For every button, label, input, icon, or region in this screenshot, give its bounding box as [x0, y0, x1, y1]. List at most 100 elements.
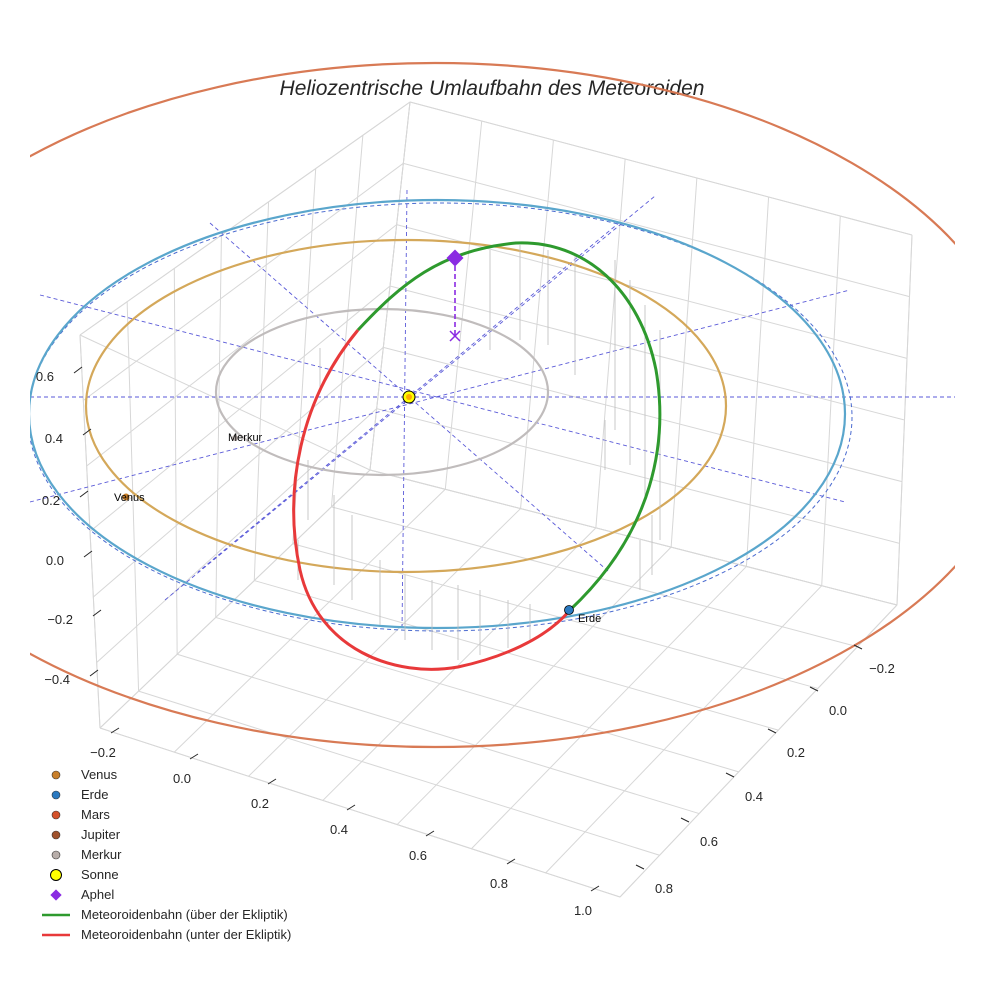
legend-label: Erde [81, 787, 108, 802]
legend-marker [51, 790, 61, 800]
y-tick-mark [725, 772, 735, 778]
x-tick-mark [425, 830, 435, 837]
grid-line [619, 604, 898, 898]
chart-title: Heliozentrische Umlaufbahn des Meteoroid… [280, 77, 705, 100]
y-tick-label: 0.4 [745, 789, 763, 804]
z-tick-mark [73, 366, 83, 374]
x-tick-mark [110, 727, 120, 734]
earth-orbit [30, 198, 846, 630]
x-tick-label: 1.0 [574, 903, 592, 918]
venus-orbit [84, 238, 728, 574]
grid-line [254, 580, 779, 731]
x-tick-mark [267, 778, 277, 785]
legend-item-merkur: Merkur [51, 847, 122, 862]
legend-marker [51, 770, 61, 780]
y-tick-label: 0.0 [829, 703, 847, 718]
x-tick-label: −0.2 [90, 745, 116, 760]
z-tick-label: 0.6 [36, 369, 54, 384]
x-tick-label: 0.0 [173, 771, 191, 786]
x-tick-label: 0.6 [409, 848, 427, 863]
legend-label: Meteoroidenbahn (über der Ekliptik) [81, 907, 288, 922]
z-tick-label: 0.4 [45, 431, 63, 446]
z-tick-mark [83, 550, 93, 558]
legend-label: Aphel [81, 887, 114, 902]
aphel-marker [446, 249, 464, 267]
y-tick-mark [809, 686, 819, 692]
venus-label: Venus [114, 492, 145, 504]
x-tick-mark [189, 753, 199, 760]
legend-marker [50, 889, 62, 901]
grid-line [93, 346, 384, 598]
x-tick-mark [506, 858, 516, 865]
legend: Venus Erde Mars Jupiter Merkur Sonne Aphel Mete… [42, 767, 291, 942]
y-tick-label: 0.2 [787, 745, 805, 760]
z-tick-label: 0.0 [46, 553, 64, 568]
grid-line [89, 285, 391, 532]
earth-orbit-projection [30, 202, 853, 632]
legend-label: Venus [81, 767, 118, 782]
legend-marker [50, 869, 62, 881]
grid-line [176, 653, 700, 815]
legend-item-aphel: Aphel [50, 887, 114, 902]
grid-line [96, 408, 378, 663]
reference-line [30, 289, 851, 503]
grid-line [86, 224, 397, 467]
venus-marker [122, 493, 130, 501]
grid-line [99, 727, 621, 898]
legend-item-sonne: Sonne [50, 867, 119, 882]
legend-marker [51, 850, 61, 860]
grid-line [376, 408, 900, 544]
mercury-orbit [214, 307, 550, 477]
legend-item-venus: Venus [51, 767, 118, 782]
legend-item-above: Meteoroidenbahn (über der Ekliptik) [42, 907, 288, 922]
grid-line [138, 690, 660, 856]
y-tick-mark [853, 644, 863, 650]
mercury-marker [232, 435, 238, 441]
x-tick-label: 0.2 [251, 796, 269, 811]
grid-panes [79, 101, 913, 898]
z-tick-mark [89, 669, 99, 677]
meteoroid-orbit-above [356, 241, 662, 612]
meteoroid-orbit-below [292, 329, 572, 671]
legend-item-jupiter: Jupiter [51, 827, 121, 842]
x-tick-mark [590, 885, 600, 892]
legend-label: Merkur [81, 847, 122, 862]
legend-marker [51, 810, 61, 820]
earth-label: Erde [578, 613, 601, 625]
x-tick-label: 0.8 [490, 876, 508, 891]
mercury-label: Merkur [228, 432, 263, 444]
z-tick-label: 0.2 [42, 493, 60, 508]
grid-line [322, 527, 597, 801]
y-tick-label: 0.6 [700, 834, 718, 849]
legend-label: Meteoroidenbahn (unter der Ekliptik) [81, 927, 291, 942]
grid-line [409, 101, 913, 236]
z-tick-mark [82, 428, 92, 436]
z-tick-mark [92, 609, 102, 617]
x-tick-label: 0.4 [330, 822, 348, 837]
z-tick-mark [79, 490, 89, 498]
reference-line [401, 189, 408, 631]
legend-item-below: Meteoroidenbahn (unter der Ekliptik) [42, 927, 291, 942]
legend-item-erde: Erde [51, 787, 108, 802]
z-tick-label: −0.4 [44, 672, 70, 687]
meteoroid-drop-lines [297, 245, 661, 660]
legend-label: Mars [81, 807, 110, 822]
y-tick-mark [635, 864, 645, 870]
grid-line [173, 488, 446, 753]
grid-line [248, 508, 521, 777]
legend-label: Sonne [81, 867, 119, 882]
grid-line [403, 162, 910, 298]
aphel-projection-cross-icon [449, 330, 461, 342]
grid-line [79, 101, 411, 336]
z-tick-label: −0.2 [47, 612, 73, 627]
sun-core [406, 394, 412, 400]
grid-line [331, 506, 858, 648]
y-tick-mark [680, 817, 690, 823]
axis-ticks: −0.2 0.0 0.2 0.4 0.6 0.8 1.0 −0.2 0.0 0.2 0.4 0.6 0.… [36, 366, 895, 918]
legend-label: Jupiter [81, 827, 121, 842]
y-tick-label: 0.8 [655, 881, 673, 896]
y-tick-mark [767, 728, 777, 734]
grid-line [215, 616, 739, 773]
pane-edge [79, 334, 371, 471]
